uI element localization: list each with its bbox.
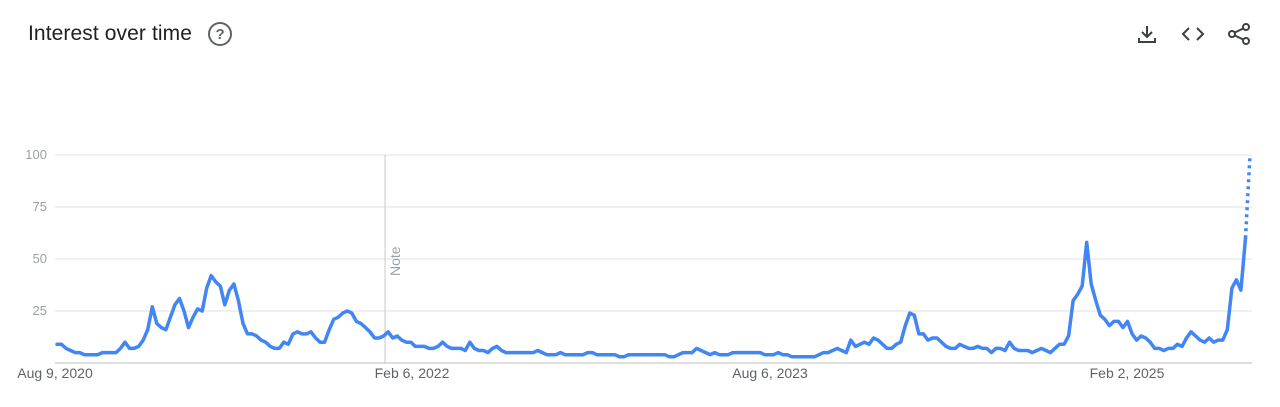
x-tick-label: Aug 9, 2020 (17, 365, 93, 381)
y-axis: 25 50 75 100 (25, 147, 47, 318)
x-tick-label: Aug 6, 2023 (732, 365, 808, 381)
note-label[interactable]: Note (387, 246, 403, 276)
x-axis: Aug 9, 2020 Feb 6, 2022 Aug 6, 2023 Feb 2, … (17, 365, 1164, 381)
toolbar (1134, 20, 1252, 48)
y-tick-label: 100 (25, 147, 47, 162)
chart-header: Interest over time ? (28, 18, 233, 50)
series-group (55, 154, 1252, 359)
embed-code-icon[interactable] (1180, 20, 1206, 48)
y-tick-label: 50 (33, 251, 47, 266)
note-annotation: Note (384, 155, 403, 363)
y-tick-label: 25 (33, 303, 47, 318)
series-line (55, 236, 1248, 359)
share-icon[interactable] (1226, 20, 1252, 48)
download-icon[interactable] (1134, 20, 1160, 48)
chart-title: Interest over time (28, 22, 193, 45)
x-tick-label: Feb 2, 2025 (1090, 365, 1165, 381)
series-partial-segment (1243, 154, 1252, 239)
grid-lines (55, 154, 1252, 364)
y-tick-label: 75 (33, 199, 47, 214)
help-icon[interactable]: ? (208, 22, 233, 46)
x-tick-label: Feb 6, 2022 (375, 365, 450, 381)
